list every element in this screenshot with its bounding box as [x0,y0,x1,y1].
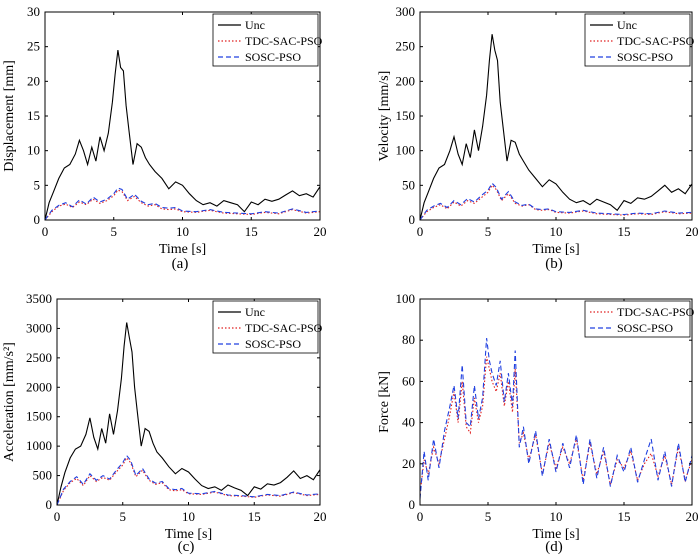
x-tick-label: 10 [182,509,195,524]
x-tick-label: 20 [314,224,327,239]
series-line-sosc-pso [420,338,692,499]
legend: Unc TDC-SAC-PSO SOSC-PSO [212,13,323,67]
x-axis-label: Time [s] [165,527,212,542]
y-tick-label: 10 [27,143,40,158]
y-tick-label: 100 [396,291,416,306]
x-tick-label: 0 [417,224,424,239]
y-tick-label: 40 [402,415,415,430]
legend-label: SOSC-PSO [617,321,673,335]
y-tick-label: 2500 [26,350,52,365]
series-line-sosc-pso [57,454,320,505]
y-tick-label: 0 [34,212,41,227]
x-tick-label: 0 [54,509,61,524]
series-line-tdc-sac-pso [57,456,320,505]
y-tick-label: 1000 [26,438,52,453]
x-axis-label: Time [s] [159,242,206,257]
x-axis-label: Time [s] [532,242,579,257]
y-tick-label: 300 [396,4,416,19]
legend-label: SOSC-PSO [245,50,301,64]
legend-label: SOSC-PSO [617,50,673,64]
chart-panel-3: 0 5 10 15 20 0 500 1000 1500 2000 2500 3000 3500 Time… [2,291,327,555]
legend-label: Unc [245,305,265,319]
y-tick-label: 25 [27,39,40,54]
y-tick-label: 20 [402,456,415,471]
legend-label: Unc [245,18,265,32]
y-tick-label: 50 [402,177,415,192]
y-tick-label: 100 [396,143,416,158]
legend-label: Unc [617,18,637,32]
x-tick-label: 5 [120,509,127,524]
y-tick-label: 150 [396,108,416,123]
series-line-unc [45,50,320,220]
x-tick-label: 10 [176,224,189,239]
y-tick-label: 0 [46,497,53,512]
y-tick-label: 30 [27,4,40,19]
x-tick-label: 20 [686,224,699,239]
panel-caption: (b) [545,256,563,272]
y-tick-label: 3500 [26,291,52,306]
x-tick-label: 5 [485,224,492,239]
y-axis-label: Acceleration [mm/s²] [2,342,17,462]
x-tick-label: 5 [111,224,118,239]
legend-label: TDC-SAC-PSO [245,321,323,335]
x-tick-label: 0 [417,509,424,524]
legend-label: SOSC-PSO [245,337,301,351]
legend: Unc TDC-SAC-PSO SOSC-PSO [584,13,695,67]
y-tick-label: 5 [34,177,41,192]
y-tick-label: 15 [27,108,40,123]
x-tick-label: 10 [550,224,563,239]
y-axis-label: Velocity [mm/s] [377,71,392,162]
x-tick-label: 20 [686,509,699,524]
chart-panel-1: 0 5 10 15 20 0 5 10 15 20 25 30 Time [s] Displacement… [2,4,327,272]
panel-caption: (a) [172,256,189,272]
y-axis-label: Displacement [mm] [2,60,17,172]
series-line-tdc-sac-pso [420,184,692,220]
x-tick-label: 5 [485,509,492,524]
series-line-unc [57,322,320,505]
legend-label: TDC-SAC-PSO [245,34,323,48]
legend-label: TDC-SAC-PSO [617,34,695,48]
series-line-unc [420,34,692,220]
x-tick-label: 10 [550,509,563,524]
y-tick-label: 200 [396,73,416,88]
series-line-sosc-pso [45,187,320,220]
x-tick-label: 15 [618,509,631,524]
x-tick-label: 20 [314,509,327,524]
series-line-tdc-sac-pso [45,189,320,220]
y-tick-label: 0 [409,212,416,227]
y-tick-label: 250 [396,39,416,54]
panel-caption: (d) [545,539,563,555]
y-axis-label: Force [kN] [377,371,392,433]
y-tick-label: 0 [409,497,416,512]
chart-panel-4: 0 5 10 15 20 0 20 40 60 80 100 Time [s] Force [kN] TD… [377,291,699,555]
legend-label: TDC-SAC-PSO [617,305,695,319]
legend: Unc TDC-SAC-PSO SOSC-PSO [212,300,323,354]
x-tick-label: 15 [248,509,261,524]
y-tick-label: 2000 [26,379,52,394]
x-axis-label: Time [s] [532,527,579,542]
panel-caption: (c) [178,539,195,555]
y-tick-label: 1500 [26,409,52,424]
y-tick-label: 3000 [26,320,52,335]
x-tick-label: 15 [618,224,631,239]
x-tick-label: 15 [245,224,258,239]
y-tick-label: 500 [33,468,53,483]
y-tick-label: 60 [402,373,415,388]
legend: TDC-SAC-PSO SOSC-PSO [584,300,695,338]
series-line-tdc-sac-pso [420,356,692,495]
series-line-sosc-pso [420,182,692,220]
x-tick-label: 0 [42,224,49,239]
y-tick-label: 80 [402,332,415,347]
y-tick-label: 20 [27,73,40,88]
